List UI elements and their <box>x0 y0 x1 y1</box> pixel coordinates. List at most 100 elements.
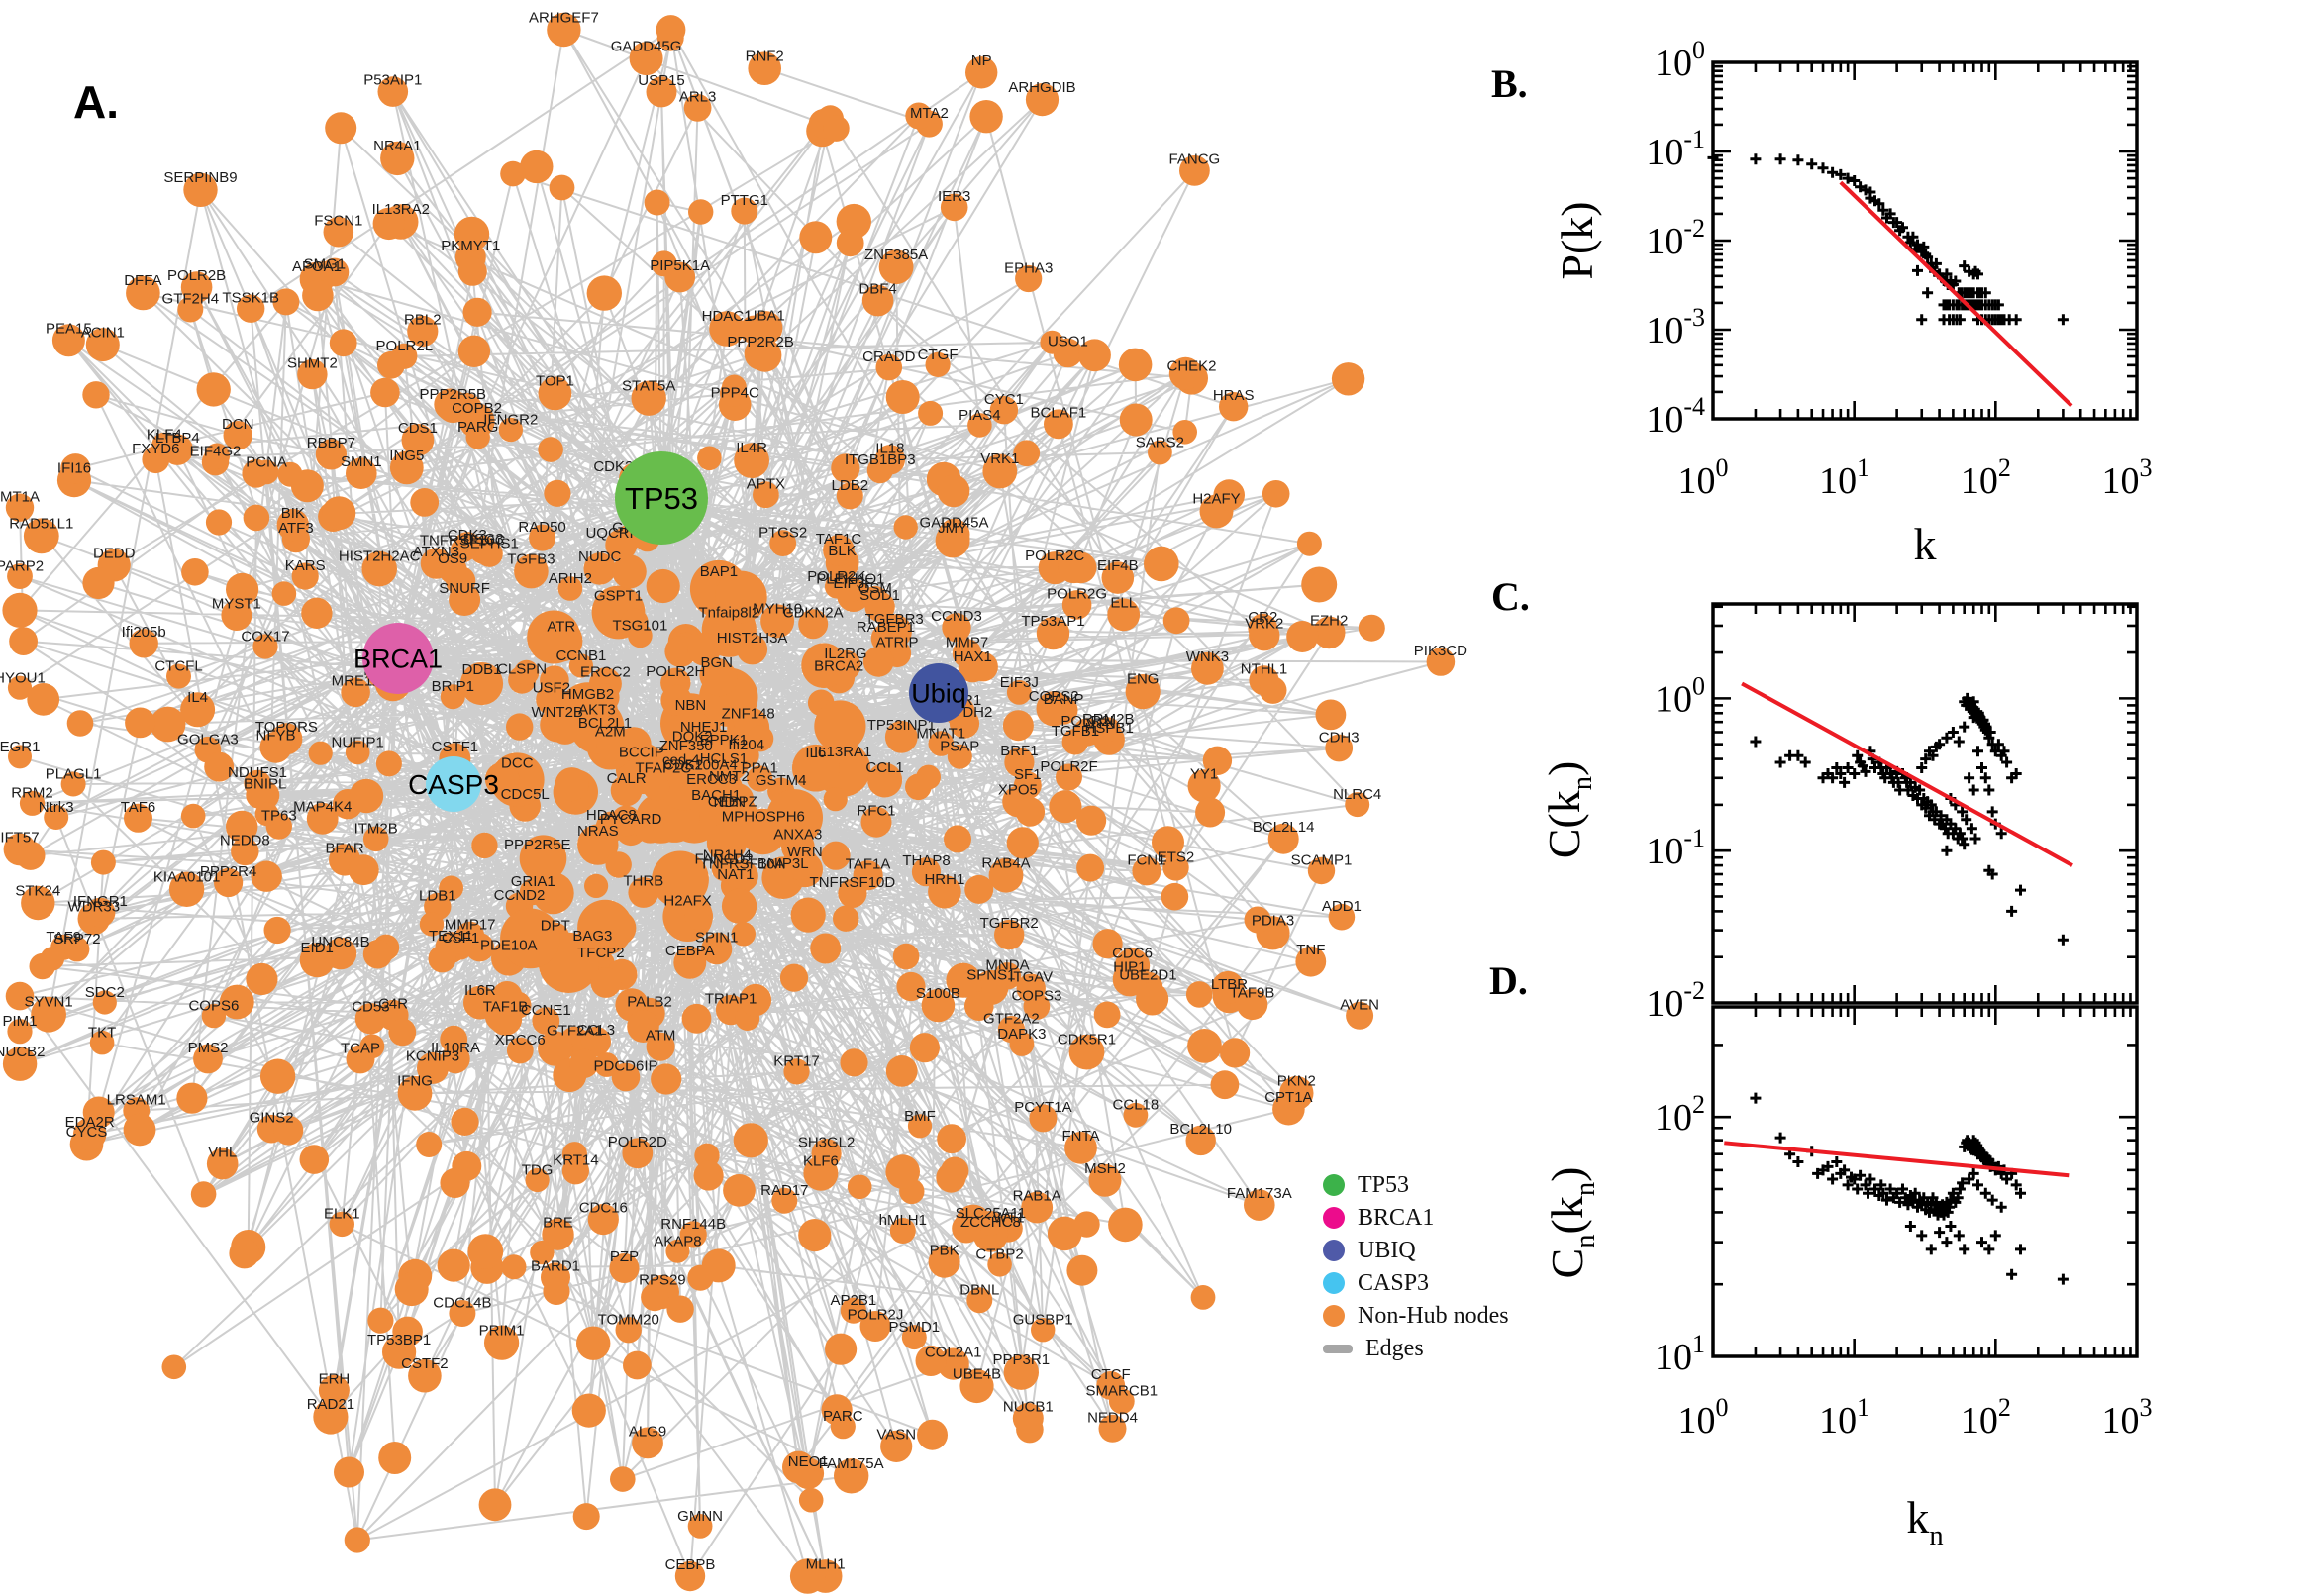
svg-text:PPP2R2B: PPP2R2B <box>727 334 794 350</box>
svg-text:SMG1: SMG1 <box>304 256 347 273</box>
svg-text:FCN1: FCN1 <box>1127 851 1165 868</box>
svg-text:IFI16: IFI16 <box>57 459 91 476</box>
x-axis-label: kn <box>1906 1492 1943 1551</box>
svg-text:NRAS: NRAS <box>577 823 619 840</box>
svg-text:ADD1: ADD1 <box>1322 898 1362 915</box>
axis-tick-labels: 100 10-1 10-2 10-3 10-4 100 101 102 103 <box>1646 36 2152 502</box>
svg-text:TGFBR2: TGFBR2 <box>980 915 1039 932</box>
svg-text:HMGB2: HMGB2 <box>561 686 614 703</box>
svg-text:IFNGR2: IFNGR2 <box>483 412 538 429</box>
svg-text:SEPHS1: SEPHS1 <box>460 535 519 551</box>
svg-text:NDN: NDN <box>714 794 747 811</box>
svg-text:ERCC2: ERCC2 <box>580 663 631 680</box>
legend-label-tp53: TP53 <box>1358 1171 1410 1198</box>
svg-text:RABEP1: RABEP1 <box>857 619 915 636</box>
svg-text:RRM2: RRM2 <box>11 785 53 802</box>
svg-text:POLR2C: POLR2C <box>1025 548 1084 564</box>
svg-text:PARC: PARC <box>823 1408 863 1425</box>
svg-text:UNC84B: UNC84B <box>311 934 369 950</box>
svg-text:SF1: SF1 <box>1014 766 1042 783</box>
svg-text:TKT: TKT <box>88 1025 116 1042</box>
svg-text:BNIP3L: BNIP3L <box>758 855 809 872</box>
svg-text:BGN: BGN <box>700 654 733 671</box>
svg-text:GUSBP1: GUSBP1 <box>1013 1312 1073 1329</box>
svg-text:VTN: VTN <box>1086 716 1116 733</box>
svg-text:KLF6: KLF6 <box>803 1152 839 1169</box>
svg-text:IL13RA1: IL13RA1 <box>814 744 871 760</box>
svg-text:POLR2H: POLR2H <box>646 663 705 680</box>
svg-text:PKMYT1: PKMYT1 <box>441 238 500 254</box>
svg-text:TAF1B: TAF1B <box>483 999 529 1016</box>
svg-text:MYST1: MYST1 <box>212 596 261 613</box>
svg-text:COPS2: COPS2 <box>1029 688 1079 705</box>
svg-text:WDR33: WDR33 <box>68 899 121 916</box>
svg-text:IL13RA2: IL13RA2 <box>372 201 430 218</box>
network-graph: USF2 CDC6 COPS6 COPS2 COPS3 BCCIP CCNB1 CDK3 CCN… <box>0 9 1467 1594</box>
svg-text:ACIN1: ACIN1 <box>81 324 125 341</box>
svg-text:CDK3: CDK3 <box>448 527 487 544</box>
svg-text:PSMD1: PSMD1 <box>888 1319 940 1336</box>
svg-text:KRT17: KRT17 <box>773 1053 819 1070</box>
svg-text:SCAMP1: SCAMP1 <box>1291 851 1353 868</box>
svg-text:ATR: ATR <box>547 618 575 635</box>
svg-text:ENG: ENG <box>1127 671 1160 688</box>
hub-casp3: CASP3 <box>408 756 499 812</box>
svg-text:SDC2: SDC2 <box>85 984 125 1001</box>
svg-text:PEA15: PEA15 <box>46 320 92 337</box>
legend-item-edges: Edges <box>1323 1336 1509 1361</box>
svg-text:PYCARD: PYCARD <box>600 811 662 828</box>
svg-text:102: 102 <box>1961 453 2011 502</box>
svg-text:DBF4: DBF4 <box>858 281 896 298</box>
svg-text:HRAS: HRAS <box>1213 387 1255 404</box>
svg-text:BCLAF1: BCLAF1 <box>1031 405 1087 422</box>
svg-text:RBL2: RBL2 <box>404 312 442 329</box>
svg-text:CEBPA: CEBPA <box>665 943 715 959</box>
svg-text:NEDD4: NEDD4 <box>1087 1410 1138 1427</box>
svg-text:POLR2F: POLR2F <box>1040 758 1097 775</box>
svg-text:PCYT1A: PCYT1A <box>1014 1099 1071 1116</box>
svg-text:IFNGR1: IFNGR1 <box>73 893 128 910</box>
svg-text:VRK1: VRK1 <box>980 450 1019 467</box>
scatter-points <box>1750 1092 2069 1285</box>
panel-a-label: A. <box>73 76 119 128</box>
svg-text:MPHOSPH6: MPHOSPH6 <box>722 809 805 826</box>
svg-text:NP: NP <box>971 52 992 69</box>
svg-text:DBNL: DBNL <box>960 1281 999 1298</box>
svg-text:CLSPN: CLSPN <box>497 660 547 677</box>
svg-text:NUFIP1: NUFIP1 <box>332 734 384 750</box>
svg-text:TP53AP1: TP53AP1 <box>1021 613 1084 630</box>
y-axis-label: C(kn) <box>1539 761 1598 859</box>
svg-text:KARS: KARS <box>285 557 326 574</box>
svg-text:CR2: CR2 <box>1248 609 1277 626</box>
svg-text:POLR2B: POLR2B <box>167 267 226 284</box>
panel-c-label: C. <box>1491 574 1530 619</box>
svg-text:103: 103 <box>2102 1393 2153 1442</box>
svg-text:TP53BP1: TP53BP1 <box>367 1332 431 1348</box>
svg-text:BAP1: BAP1 <box>700 563 738 580</box>
svg-text:ARHGDIB: ARHGDIB <box>1008 79 1075 96</box>
svg-text:RAB4A: RAB4A <box>981 854 1030 871</box>
axis-ticks <box>1711 60 2139 421</box>
svg-text:TCAP: TCAP <box>341 1040 380 1056</box>
svg-text:EID1: EID1 <box>301 940 334 956</box>
svg-text:EIF3J: EIF3J <box>1000 674 1039 691</box>
svg-text:SH3GL2: SH3GL2 <box>798 1134 856 1150</box>
svg-text:APOA1: APOA1 <box>292 258 342 275</box>
svg-text:CCND2: CCND2 <box>494 887 546 904</box>
svg-text:ARHGEF7: ARHGEF7 <box>529 9 599 26</box>
svg-text:NEO1: NEO1 <box>788 1453 829 1470</box>
axis-tick-labels: 102 101 100 101 102 103 <box>1655 1090 2153 1442</box>
svg-text:PRIM1: PRIM1 <box>479 1322 525 1339</box>
svg-text:ITGAV: ITGAV <box>1009 969 1053 986</box>
svg-text:POLR2D: POLR2D <box>608 1134 667 1150</box>
svg-text:USP15: USP15 <box>638 72 685 89</box>
x-axis-label: k <box>1914 519 1937 569</box>
svg-text:JMY: JMY <box>938 520 967 537</box>
svg-text:CDC14B: CDC14B <box>433 1294 491 1311</box>
network-node-labels: USF2 CDC6 COPS6 COPS2 COPS3 BCCIP CCNB1 CDK3 CCN… <box>0 9 1467 1573</box>
svg-text:EIF4G2: EIF4G2 <box>190 444 242 460</box>
svg-text:LDB1: LDB1 <box>419 887 456 904</box>
svg-text:ARL3: ARL3 <box>679 89 717 106</box>
svg-text:ATF3: ATF3 <box>278 520 314 537</box>
svg-text:IL10RA: IL10RA <box>431 1040 480 1056</box>
